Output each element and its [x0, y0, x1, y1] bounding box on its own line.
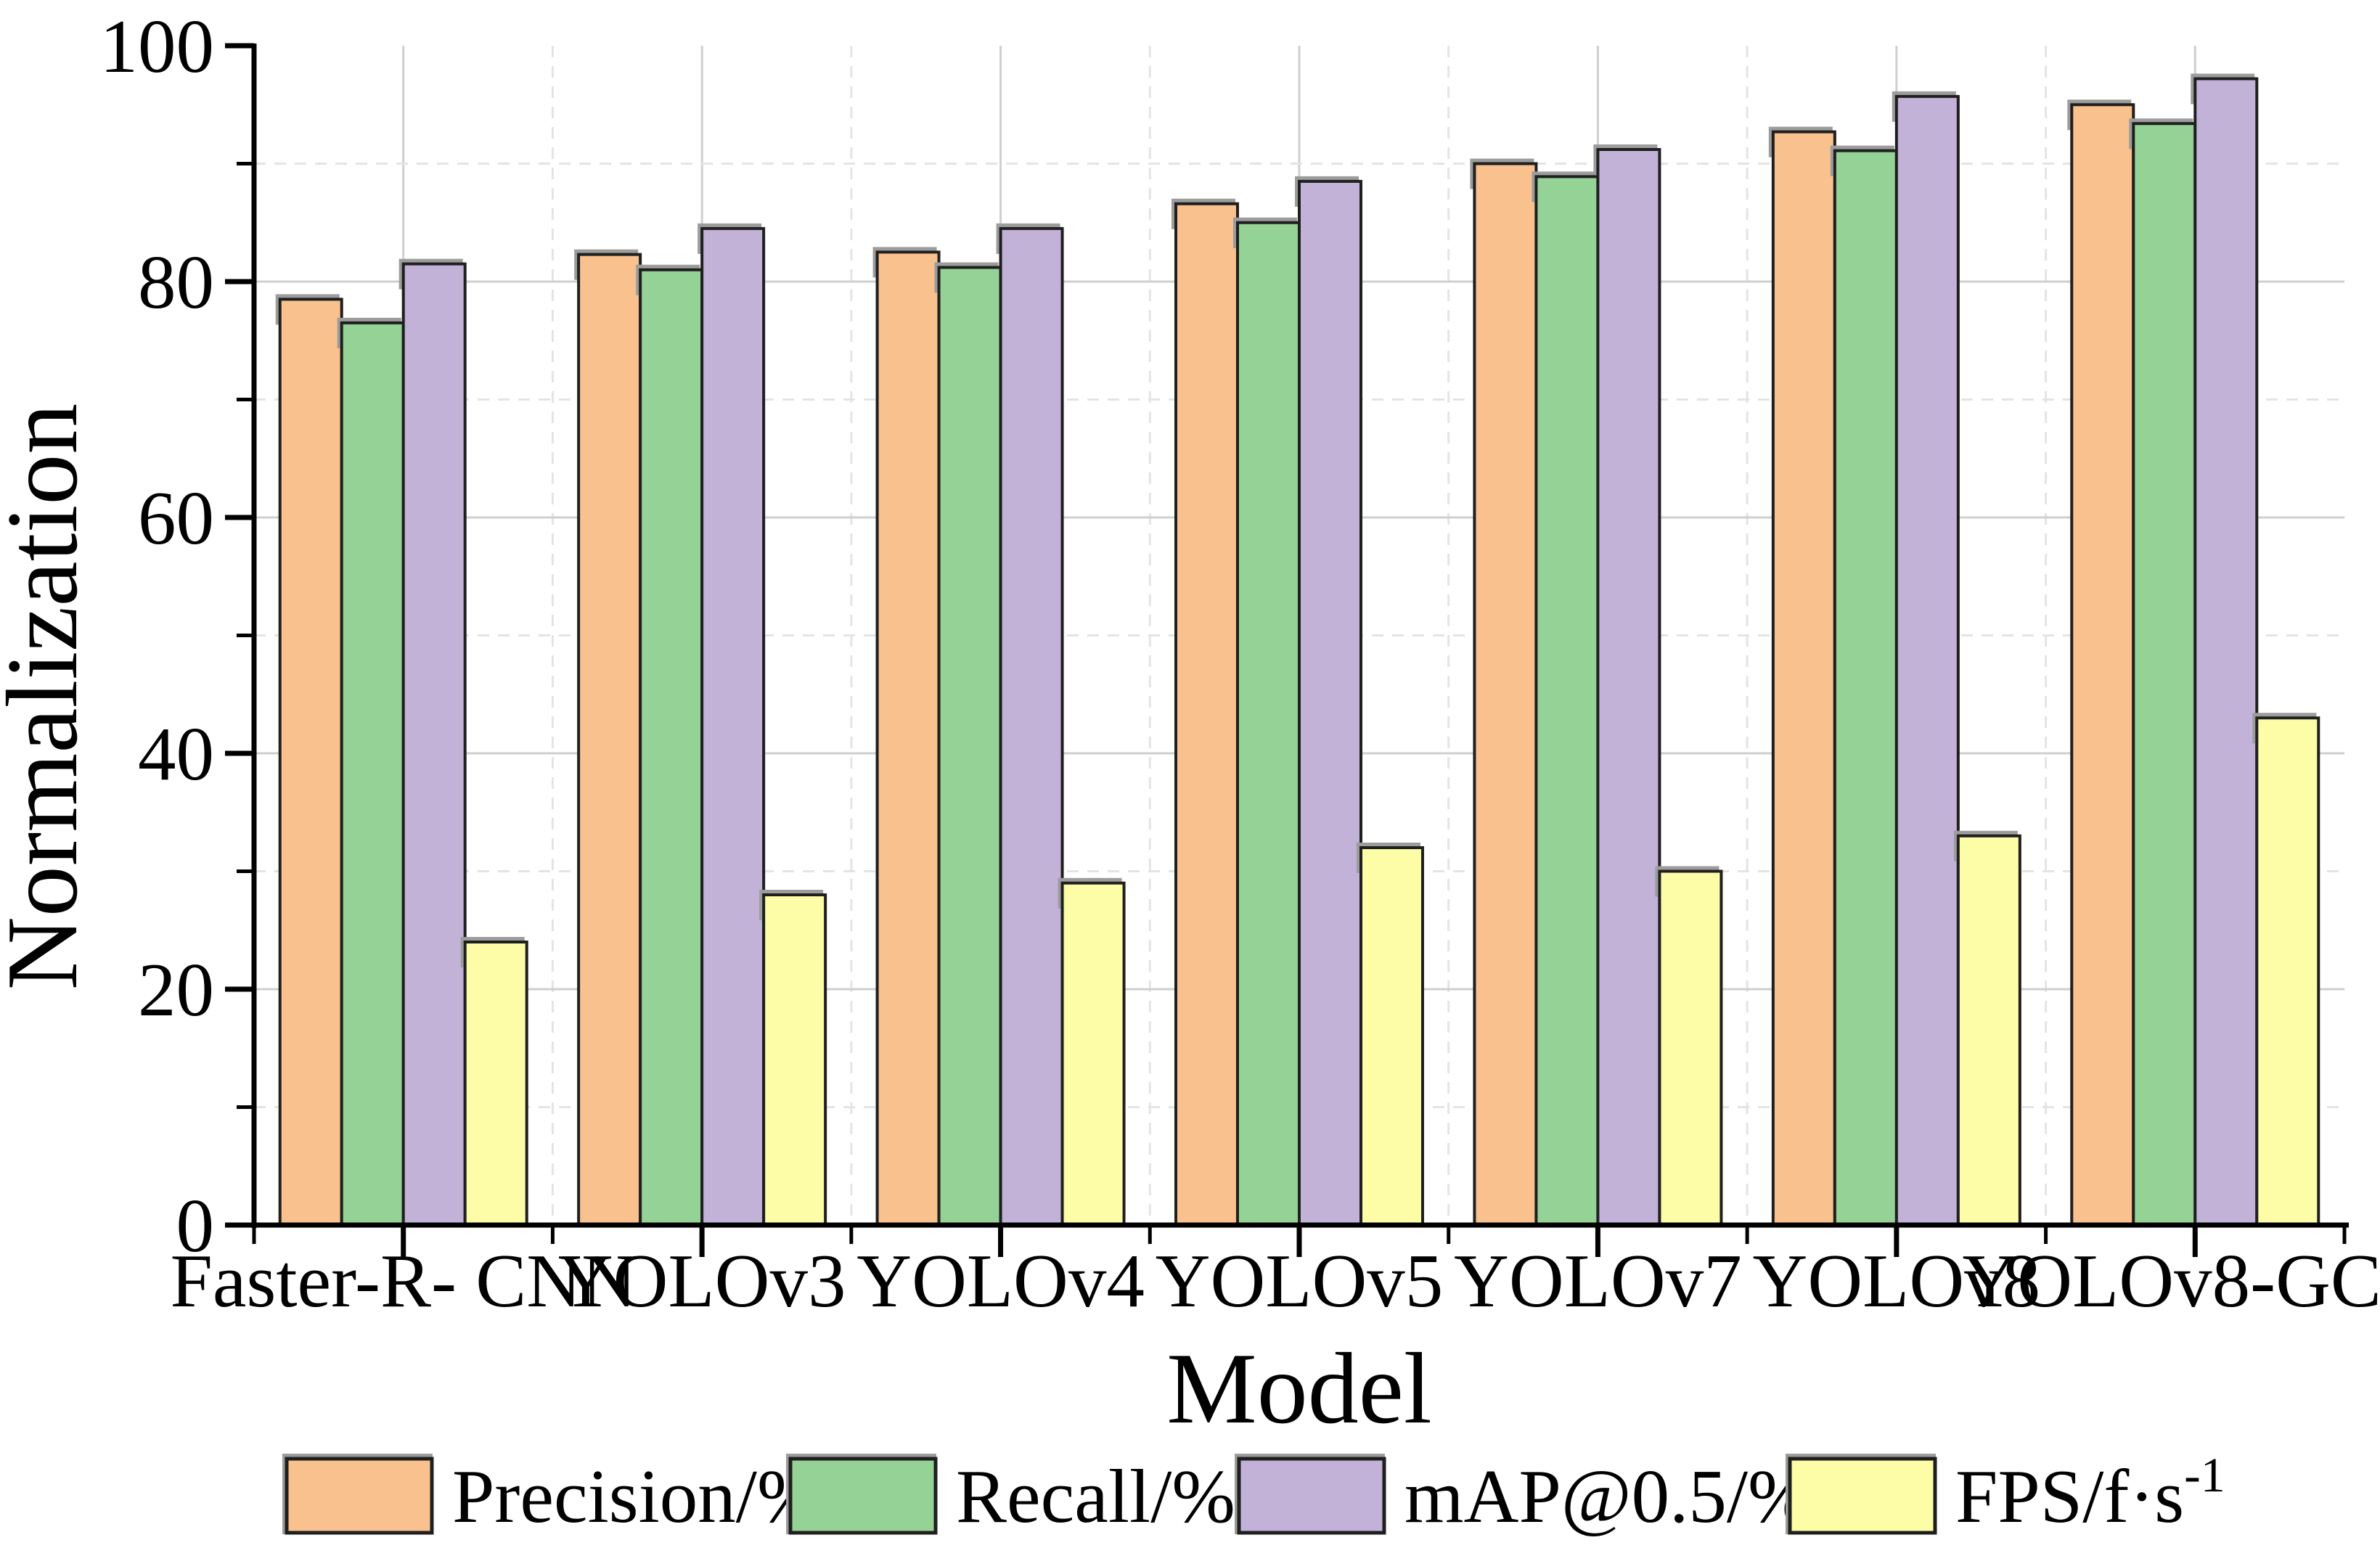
bar-fps-f-s-6	[1956, 834, 2021, 1227]
y-tick-label: 60	[138, 475, 214, 560]
bar-precision--2	[577, 253, 642, 1227]
bar-map-0-5--3	[999, 226, 1064, 1227]
bar-group-6	[1768, 91, 2021, 1227]
y-axis-title: Normalization	[0, 404, 99, 991]
legend-label: mAP@0.5/%	[1404, 1454, 1811, 1539]
legend: Precision/% Recall/% mAP@0.5/% FPS/f·s-1	[282, 1447, 2225, 1539]
x-axis-title: Model	[1166, 1332, 1432, 1445]
bar-group-3	[872, 223, 1126, 1227]
bar-group-5	[1470, 144, 1723, 1227]
x-category-label: YOLOv8-GCE	[1962, 1238, 2380, 1323]
legend-swatch	[285, 1457, 434, 1535]
bar-precision--5	[1473, 162, 1538, 1227]
y-tick-label: 20	[138, 947, 214, 1032]
bar-group-1	[275, 258, 528, 1227]
bar-map-0-5--4	[1298, 179, 1362, 1227]
legend-label: Recall/%	[956, 1454, 1235, 1539]
x-category-label: YOLOv4	[856, 1238, 1145, 1323]
bars	[275, 73, 2320, 1227]
legend-label: Precision/%	[452, 1454, 820, 1539]
y-tick-label: 40	[138, 711, 214, 796]
y-tick-label: 100	[100, 4, 215, 89]
legend-swatch	[1788, 1457, 1937, 1535]
bar-precision--7	[2070, 103, 2135, 1227]
legend-item-precision-: Precision/%	[282, 1454, 820, 1539]
bar-map-0-5--7	[2193, 77, 2259, 1227]
bar-map-0-5--6	[1894, 94, 1960, 1227]
x-category-label: YOLOv7	[1454, 1238, 1742, 1323]
bar-fps-f-s-3	[1060, 881, 1126, 1227]
bar-precision--3	[875, 250, 941, 1227]
bar-recall--1	[340, 321, 405, 1227]
bar-recall--6	[1833, 149, 1898, 1227]
bar-map-0-5--5	[1596, 148, 1661, 1227]
bar-recall--5	[1534, 175, 1600, 1227]
legend-label: FPS/f·s-1	[1955, 1447, 2225, 1539]
bar-group-2	[574, 223, 827, 1227]
bar-precision--1	[278, 298, 343, 1227]
legend-swatch	[788, 1457, 938, 1535]
bar-fps-f-s-5	[1658, 869, 1723, 1227]
y-tick-label: 0	[176, 1183, 215, 1268]
x-category-label: YOLOv5	[1156, 1238, 1444, 1323]
bar-precision--6	[1771, 130, 1836, 1227]
bar-fps-f-s-4	[1359, 846, 1424, 1227]
bar-recall--3	[937, 266, 1002, 1227]
x-category-label: Faster-R- CNN	[171, 1238, 637, 1323]
bar-group-4	[1171, 176, 1424, 1227]
bar-recall--2	[639, 268, 704, 1227]
legend-item-recall-: Recall/%	[786, 1454, 1235, 1539]
bar-map-0-5--2	[700, 226, 766, 1227]
bar-fps-f-s-7	[2255, 716, 2320, 1227]
bar-recall--7	[2132, 122, 2197, 1227]
legend-label-superscript: -1	[2184, 1447, 2225, 1502]
x-category-label: YOLOv8	[1753, 1238, 2041, 1323]
legend-item-map-0-5-: mAP@0.5/%	[1235, 1454, 1811, 1539]
bar-recall--4	[1236, 221, 1301, 1227]
bar-group-7	[2067, 73, 2320, 1227]
bar-map-0-5--1	[401, 262, 467, 1227]
legend-swatch	[1237, 1457, 1386, 1535]
x-category-label: YOLOv3	[558, 1238, 846, 1323]
y-tick-label: 80	[138, 239, 214, 324]
legend-item-fps-f-s: FPS/f·s-1	[1786, 1447, 2225, 1539]
axes	[225, 43, 2349, 1257]
bar-fps-f-s-1	[463, 941, 528, 1227]
bar-precision--4	[1174, 202, 1239, 1227]
bar-fps-f-s-2	[762, 893, 827, 1227]
